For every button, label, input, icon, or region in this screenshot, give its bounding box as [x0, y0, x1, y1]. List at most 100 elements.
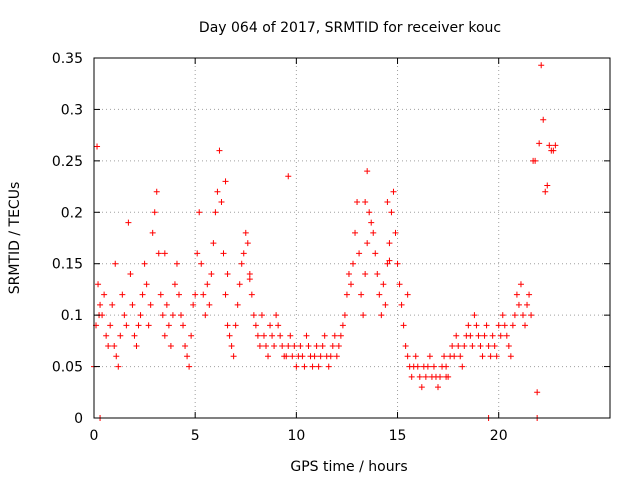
data-point [430, 363, 437, 370]
data-point [491, 343, 498, 349]
y-tick-label: 0.3 [61, 102, 83, 118]
data-point [293, 363, 300, 370]
data-point [125, 219, 132, 226]
data-point [143, 281, 150, 288]
data-point [426, 353, 433, 360]
data-point [524, 301, 531, 308]
data-point [151, 209, 158, 216]
data-point [216, 147, 223, 154]
y-tick-label: 0.05 [52, 360, 83, 376]
data-point [354, 199, 361, 205]
data-point [337, 332, 344, 339]
data-point [192, 291, 199, 298]
data-point [271, 343, 278, 349]
data-point [390, 188, 397, 195]
data-point [471, 312, 478, 319]
data-point [358, 291, 365, 298]
data-point [226, 332, 233, 339]
data-point [362, 271, 369, 277]
data-point [475, 332, 482, 339]
data-point [325, 363, 332, 370]
data-point [161, 332, 168, 339]
axis-ticks: 0 0.05 0.1 0.15 0.2 0.25 0.3 0.35 0 5 10 15 20 [52, 51, 610, 444]
data-point [244, 240, 251, 247]
data-point [487, 353, 494, 360]
data-point [544, 182, 551, 189]
data-point [289, 353, 296, 360]
data-point [224, 271, 231, 277]
data-point [412, 353, 419, 360]
data-point [313, 343, 320, 349]
data-point [473, 322, 480, 329]
data-point [238, 260, 245, 267]
data-point [392, 229, 399, 236]
data-point [370, 229, 377, 236]
data-point [200, 291, 207, 298]
data-point [299, 353, 306, 360]
data-point [190, 301, 197, 308]
data-point [291, 343, 298, 349]
x-tick-label: 20 [490, 428, 508, 444]
data-point [269, 332, 276, 339]
data-point [121, 312, 128, 319]
data-point [443, 373, 450, 380]
plot-frame [93, 57, 611, 419]
data-point [394, 260, 401, 267]
data-point [542, 188, 549, 195]
data-point [459, 363, 466, 370]
y-tick-label: 0.2 [61, 205, 83, 221]
data-point [131, 332, 138, 339]
data-point [528, 312, 535, 319]
data-point [534, 389, 541, 396]
data-point [368, 219, 375, 226]
data-point [404, 291, 411, 298]
data-point [493, 353, 500, 360]
data-point [260, 332, 267, 339]
data-point [327, 353, 334, 360]
data-point [111, 343, 118, 349]
data-point [509, 322, 516, 329]
data-point [94, 143, 101, 150]
data-point [101, 291, 108, 298]
x-tick-label: 10 [287, 428, 305, 444]
data-point [465, 322, 472, 329]
y-tick-label: 0 [74, 411, 83, 427]
data-point [382, 301, 389, 308]
data-point [451, 353, 458, 360]
data-point [173, 260, 180, 267]
data-point [364, 240, 371, 247]
data-point [552, 142, 559, 149]
data-point [309, 363, 316, 370]
data-point [163, 301, 170, 308]
data-point [242, 229, 249, 236]
data-point [109, 301, 116, 308]
data-point [248, 291, 255, 298]
data-point [418, 384, 425, 391]
data-point [167, 343, 174, 349]
data-point [180, 322, 187, 329]
data-point [129, 301, 136, 308]
data-point [169, 312, 176, 319]
data-point [347, 281, 354, 288]
data-point [343, 291, 350, 298]
y-axis-label: SRMTID / TECUs [7, 182, 23, 295]
data-point [499, 312, 506, 319]
data-point [155, 250, 162, 257]
data-point [202, 312, 209, 319]
data-point [230, 353, 237, 360]
data-point [305, 343, 312, 349]
data-point [495, 322, 502, 329]
data-point [441, 353, 448, 360]
data-point [362, 199, 369, 205]
data-point [188, 332, 195, 339]
data-point [184, 353, 191, 360]
x-tick-label: 0 [90, 428, 99, 444]
data-point [505, 343, 512, 349]
x-axis-label: GPS time / hours [290, 459, 407, 475]
data-point [356, 250, 363, 257]
data-point [267, 322, 274, 329]
data-point [522, 322, 529, 329]
data-point [135, 322, 142, 329]
data-point [398, 301, 405, 308]
data-point [228, 343, 235, 349]
